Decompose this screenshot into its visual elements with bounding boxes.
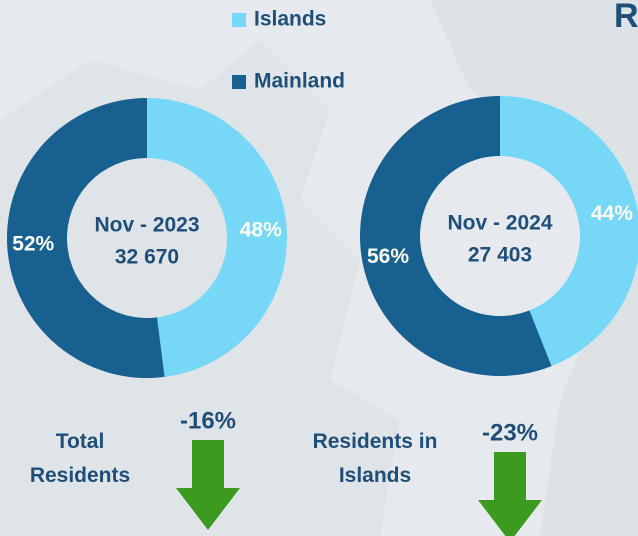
indicator-label: Residents in Islands <box>312 430 438 487</box>
legend-label: Mainland <box>254 70 345 93</box>
title: R <box>614 0 638 35</box>
legend-swatch <box>232 75 246 89</box>
center-total: 32 670 <box>115 246 179 269</box>
center-total: 27 403 <box>468 244 532 267</box>
donut-slice: Mainland <box>6 98 165 379</box>
indicator-value: -23% <box>482 419 538 446</box>
center-label: Nov - 2024 <box>447 212 552 235</box>
data-label: 52% <box>12 233 54 256</box>
center-label: Nov - 2023 <box>94 214 199 237</box>
down-arrow <box>176 440 240 530</box>
donut-slice: Islands <box>147 98 287 377</box>
indicator-value: -16% <box>180 407 236 434</box>
legend-label: Islands <box>254 8 326 31</box>
data-label: 48% <box>240 218 282 241</box>
indicator-label: Total Residents <box>29 430 131 487</box>
data-label: 44% <box>591 202 633 225</box>
down-arrow <box>478 452 542 536</box>
donut-slice: Mainland <box>359 96 552 376</box>
legend-swatch <box>232 13 246 27</box>
donut-slice: Islands <box>500 96 638 367</box>
data-label: 56% <box>367 245 409 268</box>
